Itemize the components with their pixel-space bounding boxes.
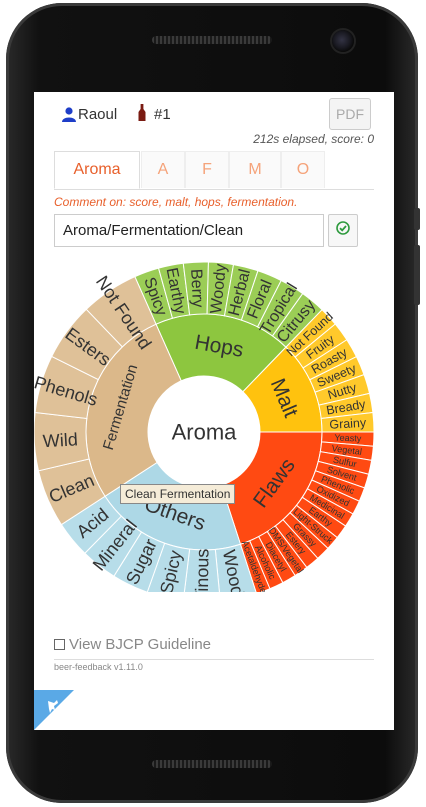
wheel-leaf-label: Sulfur [332,455,357,470]
user-icon [62,107,76,122]
camera-icon [332,30,354,52]
tab-a[interactable]: A [141,151,185,188]
bottle-icon [138,104,146,125]
pdf-button[interactable]: PDF [329,98,371,130]
user-name: Raoul [78,106,118,123]
wheel-center[interactable] [148,376,260,488]
check-circle-icon [336,221,350,240]
bottle-info: #1 [138,104,171,125]
speaker-grille [152,36,272,44]
bjcp-guideline-toggle[interactable]: View BJCP Guideline [54,636,211,653]
tab-bar: Aroma A F M O [54,151,374,190]
bottle-number: #1 [154,106,171,123]
wheel-leaf-label: Grainy [329,416,367,432]
wheel-leaf-label: Wild [42,429,78,451]
path-input[interactable] [54,214,324,247]
speaker-grille [152,760,272,768]
wheel-tooltip: Clean Fermentation [120,484,236,504]
wheel-leaf-label: Yeasty [334,432,362,443]
tab-f[interactable]: F [185,151,229,188]
comment-hint: Comment on: score, malt, hops, fermentat… [54,195,298,209]
wheel-center-label: Aroma [172,420,238,445]
tab-aroma[interactable]: Aroma [54,151,140,189]
confirm-button[interactable] [328,214,358,247]
wheel-leaf-label: Woody [207,262,230,314]
tab-m[interactable]: M [229,151,281,188]
divider [54,659,374,660]
volume-button [414,245,420,305]
volume-button [414,208,420,230]
wheel-leaf[interactable] [85,276,157,348]
user-info: Raoul [62,106,117,123]
wheel-leaf-label: Bready [325,397,367,418]
wheel-leaf-label: Vinous [192,548,213,592]
app-screen: Raoul #1 PDF 212s elapsed, score: 0 Arom… [34,92,394,730]
bird-icon [48,700,58,713]
app-version: beer-feedback v1.11.0 [54,662,143,672]
wheel-leaf-label: Vegetal [331,443,362,457]
wheel-leaf-label: Berry [187,268,207,308]
guideline-label: View BJCP Guideline [69,636,212,653]
guideline-checkbox[interactable] [54,639,65,650]
corner-ribbon[interactable] [34,690,74,730]
tab-o[interactable]: O [281,151,325,188]
elapsed-status: 212s elapsed, score: 0 [253,132,374,146]
